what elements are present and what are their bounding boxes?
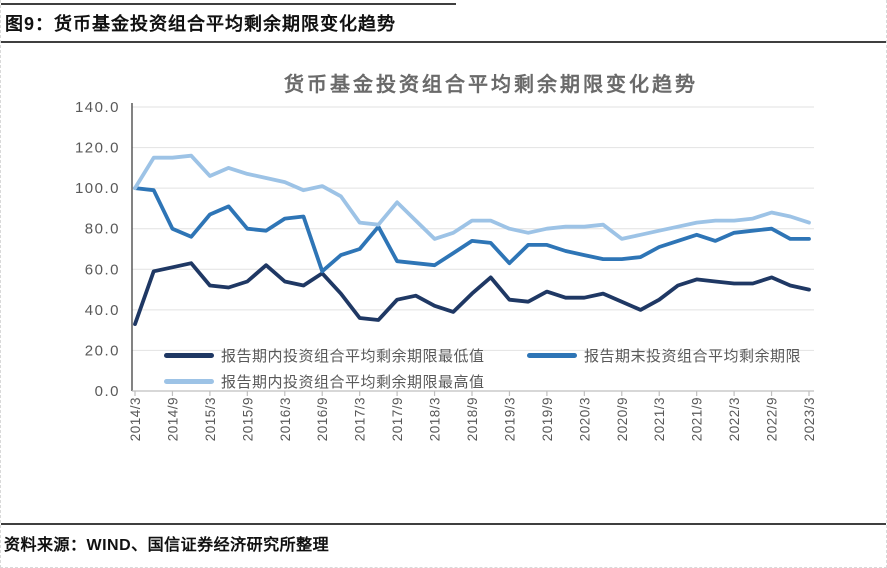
- svg-text:2015/9: 2015/9: [240, 397, 255, 441]
- svg-text:2016/9: 2016/9: [315, 397, 330, 441]
- svg-text:2017/9: 2017/9: [390, 397, 405, 441]
- svg-text:2016/3: 2016/3: [278, 397, 293, 441]
- svg-text:2021/9: 2021/9: [690, 397, 705, 441]
- header-divider: [1, 41, 886, 43]
- svg-text:2017/3: 2017/3: [353, 397, 368, 441]
- svg-text:2020/3: 2020/3: [577, 397, 592, 441]
- svg-text:100.0: 100.0: [75, 180, 120, 197]
- svg-text:2022/3: 2022/3: [727, 397, 742, 441]
- svg-text:2022/9: 2022/9: [765, 397, 780, 441]
- legend-label-max: 报告期内投资组合平均剩余期限最高值: [221, 373, 485, 391]
- svg-text:2018/9: 2018/9: [465, 397, 480, 441]
- source-note: 资料来源：WIND、国信证券经济研究所整理: [4, 537, 330, 554]
- legend-label-min: 报告期内投资组合平均剩余期限最低值: [221, 347, 485, 365]
- svg-text:80.0: 80.0: [85, 221, 120, 238]
- svg-text:2019/3: 2019/3: [502, 397, 517, 441]
- source-divider: [1, 523, 886, 525]
- svg-text:2015/3: 2015/3: [203, 397, 218, 441]
- legend-swatch-end: [527, 352, 577, 358]
- svg-text:60.0: 60.0: [85, 261, 120, 278]
- legend-swatch-max: [164, 378, 214, 384]
- line-chart: 0.0 20.0 40.0 60.0 80.0 100.0 120.0 140.0 2014/3…: [75, 99, 817, 441]
- legend-label-end: 报告期末投资组合平均剩余期限: [584, 347, 802, 365]
- legend-swatch-min: [164, 352, 214, 358]
- legend-item-min: 报告期内投资组合平均剩余期限最低值: [164, 346, 485, 365]
- svg-text:2021/3: 2021/3: [652, 397, 667, 441]
- top-rule: [1, 3, 456, 5]
- svg-text:40.0: 40.0: [85, 302, 120, 319]
- svg-text:2014/9: 2014/9: [165, 397, 180, 441]
- chart-title: 货币基金投资组合平均剩余期限变化趋势: [284, 74, 698, 96]
- svg-text:2019/9: 2019/9: [540, 397, 555, 441]
- svg-text:2020/9: 2020/9: [615, 397, 630, 441]
- legend-item-end: 报告期末投资组合平均剩余期限: [527, 346, 802, 365]
- svg-text:140.0: 140.0: [75, 99, 120, 116]
- svg-text:2018/3: 2018/3: [428, 397, 443, 441]
- svg-text:2023/3: 2023/3: [802, 397, 817, 441]
- legend-item-max: 报告期内投资组合平均剩余期限最高值: [164, 372, 485, 391]
- svg-text:2014/3: 2014/3: [128, 397, 143, 441]
- svg-text:120.0: 120.0: [75, 140, 120, 157]
- figure-caption: 图9：货币基金投资组合平均剩余期限变化趋势: [5, 14, 397, 34]
- svg-text:20.0: 20.0: [85, 342, 120, 359]
- svg-text:0.0: 0.0: [95, 383, 120, 400]
